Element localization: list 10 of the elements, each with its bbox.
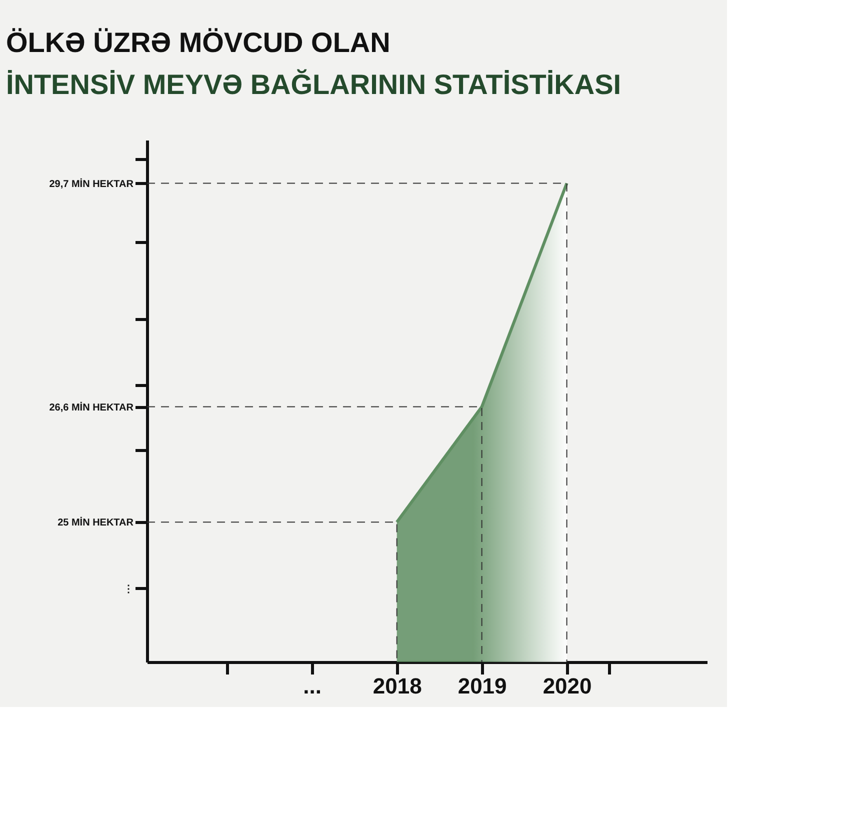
y-tick-label: 26,6 MİN HEKTAR [49, 401, 134, 414]
y-tick-label: ⋮ [124, 584, 134, 595]
x-tick-label: ... [303, 674, 322, 698]
y-tick-label: 25 MİN HEKTAR [58, 516, 134, 529]
y-tick-label: 29,7 MİN HEKTAR [49, 178, 134, 190]
x-tick-label: 2019 [458, 674, 507, 698]
chart-subtitle: İNTENSİV MEYVƏ BAĞLARININ STATİSTİKASI [6, 69, 622, 100]
x-tick-label: 2018 [372, 674, 422, 698]
x-tick-label: 2020 [542, 674, 592, 698]
chart-title: ÖLKƏ ÜZRƏ MÖVCUD OLAN [6, 27, 390, 58]
